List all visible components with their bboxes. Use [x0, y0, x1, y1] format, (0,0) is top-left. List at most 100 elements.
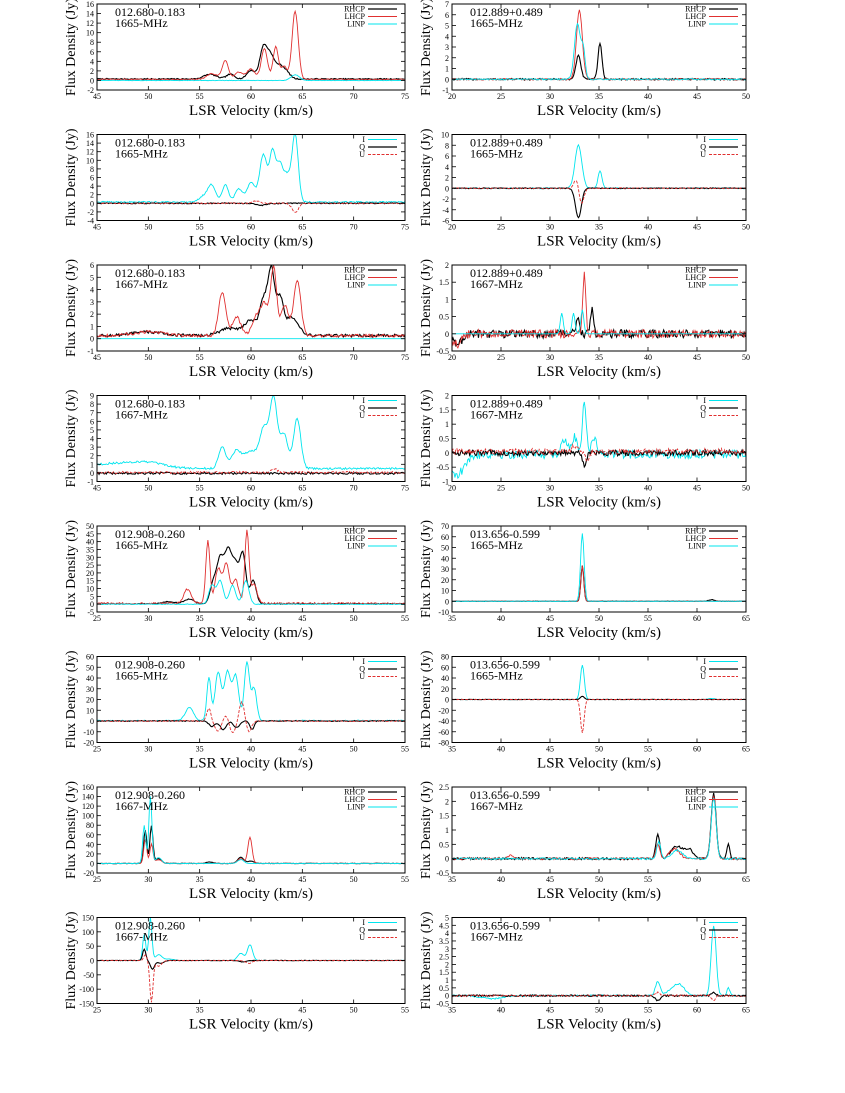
x-tick-label: 25 [93, 614, 101, 623]
x-axis-label: LSR Velocity (km/s) [189, 364, 313, 380]
series-line-q [97, 947, 405, 970]
y-tick-label: 3.5 [439, 937, 449, 946]
x-axis-label: LSR Velocity (km/s) [189, 756, 313, 772]
legend-label-lhcp: LHCP [345, 12, 366, 21]
y-axis-label: Flux Density (Jy) [419, 0, 434, 96]
x-tick-label: 25 [93, 875, 101, 884]
y-tick-label: 60 [86, 831, 94, 840]
x-tick-label: 75 [401, 353, 409, 362]
legend-label-linp: LINP [688, 542, 706, 551]
x-tick-label: 50 [350, 614, 358, 623]
y-tick-label: 2 [90, 191, 94, 200]
x-tick-label: 25 [93, 1006, 101, 1015]
y-tick-label: -100 [79, 985, 94, 994]
x-tick-label: 70 [350, 223, 358, 232]
y-tick-label: 8 [445, 141, 449, 150]
y-tick-label: 6 [90, 174, 94, 183]
y-tick-label: 1 [445, 420, 449, 429]
legend-label-i: I [362, 135, 365, 144]
legend-label-lhcp: LHCP [345, 273, 366, 282]
series-line-i [97, 134, 405, 204]
series-line-i [97, 395, 405, 471]
series-line-q [97, 202, 405, 207]
x-tick-label: 65 [742, 614, 750, 623]
x-tick-label: 35 [448, 614, 456, 623]
x-axis-label: LSR Velocity (km/s) [537, 364, 661, 380]
y-tick-label: 0 [445, 449, 449, 458]
y-tick-label: 4 [445, 32, 449, 41]
legend-label-i: I [362, 657, 365, 666]
x-tick-label: 20 [448, 223, 456, 232]
x-tick-label: 30 [144, 875, 152, 884]
x-tick-label: 45 [693, 92, 701, 101]
y-tick-label: 4 [445, 929, 449, 938]
legend-label-q: Q [700, 926, 706, 935]
x-tick-label: 60 [693, 614, 701, 623]
x-axis-label: LSR Velocity (km/s) [537, 103, 661, 119]
x-tick-label: 30 [144, 1006, 152, 1015]
series-line-q [97, 471, 405, 476]
y-axis-label: Flux Density (Jy) [64, 259, 79, 357]
x-tick-label: 65 [298, 353, 306, 362]
y-tick-label: 1 [445, 65, 449, 74]
x-tick-label: 55 [644, 614, 652, 623]
legend-label-q: Q [359, 926, 365, 935]
x-tick-label: 45 [298, 1006, 306, 1015]
y-tick-label: 9 [90, 392, 94, 401]
y-tick-label: -0.5 [436, 463, 449, 472]
legend-label-lhcp: LHCP [345, 795, 366, 804]
legend-label-rhcp: RHCP [685, 266, 706, 275]
series-line-linp [452, 533, 746, 602]
legend-label-u: U [359, 672, 365, 681]
x-tick-label: 70 [350, 353, 358, 362]
y-tick-label: 100 [82, 812, 94, 821]
y-tick-label: 0 [445, 597, 449, 606]
y-tick-label: 5 [90, 592, 94, 601]
x-tick-label: 45 [93, 92, 101, 101]
y-tick-label: 3 [90, 443, 94, 452]
y-tick-label: 2 [445, 797, 449, 806]
y-tick-label: 0 [90, 199, 94, 208]
x-tick-label: 45 [93, 484, 101, 493]
x-tick-label: 50 [144, 484, 152, 493]
x-tick-label: 35 [595, 223, 603, 232]
x-tick-label: 55 [401, 614, 409, 623]
y-tick-label: 0 [90, 859, 94, 868]
y-tick-label: 10 [441, 587, 449, 596]
frequency-label: 1667-MHz [470, 277, 523, 291]
legend-label-lhcp: LHCP [686, 273, 707, 282]
x-tick-label: 25 [497, 353, 505, 362]
y-tick-label: 5 [90, 426, 94, 435]
y-tick-label: 60 [441, 533, 449, 542]
x-tick-label: 40 [644, 223, 652, 232]
y-tick-label: 2 [90, 67, 94, 76]
x-tick-label: 45 [298, 614, 306, 623]
x-tick-label: 35 [595, 484, 603, 493]
source-name: 012.908-0.260 [115, 919, 185, 933]
y-tick-label: 40 [86, 840, 94, 849]
series-group [97, 134, 405, 213]
series-line-rhcp [452, 41, 746, 81]
legend-label-linp: LINP [688, 20, 706, 29]
x-tick-label: 60 [693, 745, 701, 754]
x-tick-label: 40 [247, 745, 255, 754]
x-axis-label: LSR Velocity (km/s) [189, 103, 313, 119]
y-tick-label: 8 [90, 400, 94, 409]
y-tick-label: 12 [86, 148, 94, 157]
y-tick-label: 12 [86, 19, 94, 28]
x-tick-label: 50 [144, 223, 152, 232]
legend-label-rhcp: RHCP [685, 788, 706, 797]
source-name: 013.656-0.599 [470, 527, 540, 541]
y-axis-label: Flux Density (Jy) [64, 0, 79, 96]
y-tick-label: -10 [438, 608, 449, 617]
series-group [452, 665, 746, 733]
frequency-label: 1665-MHz [470, 16, 523, 30]
x-tick-label: 45 [93, 353, 101, 362]
y-tick-label: 20 [86, 569, 94, 578]
y-tick-label: -2 [87, 208, 94, 217]
series-group [452, 9, 746, 81]
legend-label-lhcp: LHCP [686, 534, 707, 543]
y-tick-label: 1.5 [439, 812, 449, 821]
y-tick-label: 8 [90, 38, 94, 47]
